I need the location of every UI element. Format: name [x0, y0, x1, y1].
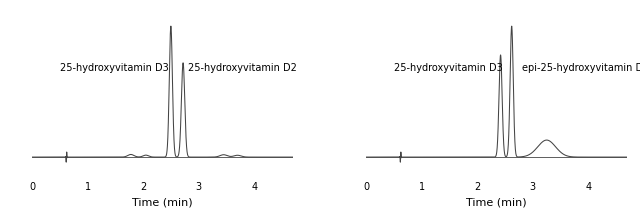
X-axis label: Time (min): Time (min): [467, 197, 527, 207]
Text: 25-hydroxyvitamin D3: 25-hydroxyvitamin D3: [394, 63, 502, 73]
Text: epi-25-hydroxyvitamin D3: epi-25-hydroxyvitamin D3: [522, 63, 640, 73]
Text: 25-hydroxyvitamin D2: 25-hydroxyvitamin D2: [188, 63, 296, 73]
Text: 25-hydroxyvitamin D3: 25-hydroxyvitamin D3: [60, 63, 168, 73]
X-axis label: Time (min): Time (min): [132, 197, 193, 207]
